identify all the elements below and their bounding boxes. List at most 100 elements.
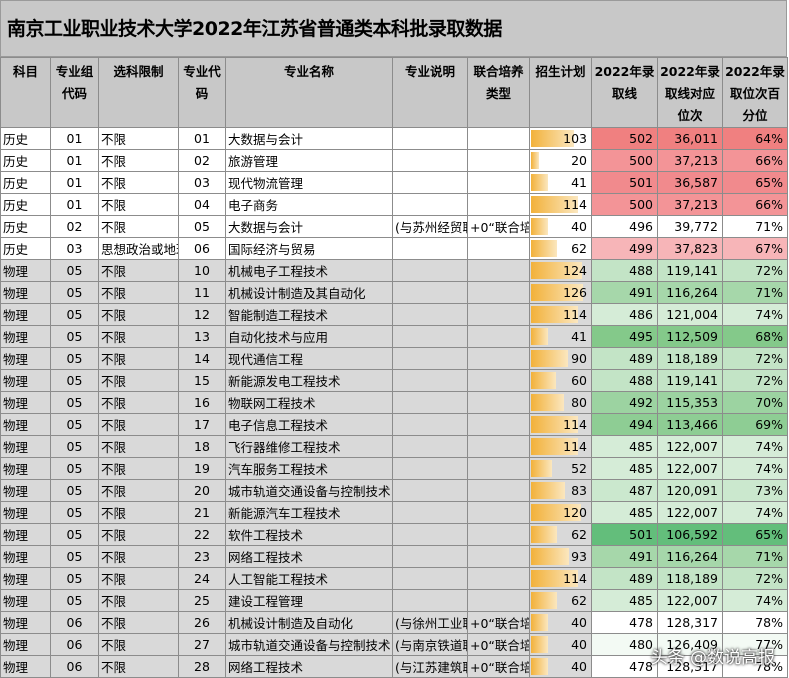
joint-type-cell: +0“联合培养” (467, 611, 530, 634)
table-row[interactable]: 物理 05 不限 10 机械电子工程技术 124 488 119,141 72% (0, 259, 788, 282)
subject-cell: 物理 (0, 545, 51, 568)
table-row[interactable]: 历史 01 不限 03 现代物流管理 41 501 36,587 65% (0, 171, 788, 194)
joint-type-cell (467, 259, 530, 282)
subject-cell: 物理 (0, 523, 51, 546)
major-code-cell: 20 (178, 479, 226, 502)
col-header: 科目 (0, 57, 51, 128)
col-header: 2022年录取位次百分位 (722, 57, 788, 128)
subject-cell: 物理 (0, 391, 51, 414)
major-name-cell: 机械设计制造及自动化 (225, 611, 393, 634)
restriction-cell: 不限 (98, 633, 179, 656)
restriction-cell: 不限 (98, 567, 179, 590)
table-row[interactable]: 历史 01 不限 02 旅游管理 20 500 37,213 66% (0, 149, 788, 172)
group-code-cell: 05 (50, 369, 99, 392)
major-code-cell: 21 (178, 501, 226, 524)
subject-cell: 历史 (0, 237, 51, 260)
joint-type-cell: +0“联合培养” (467, 655, 530, 678)
joint-type-cell (467, 347, 530, 370)
plan-value: 41 (571, 175, 587, 190)
major-note-cell (392, 325, 468, 348)
table-row[interactable]: 物理 05 不限 17 电子信息工程技术 114 494 113,466 69% (0, 413, 788, 436)
plan-value: 40 (571, 659, 587, 674)
table-row[interactable]: 历史 01 不限 04 电子商务 114 500 37,213 66% (0, 193, 788, 216)
table-row[interactable]: 物理 05 不限 25 建设工程管理 62 485 122,007 74% (0, 589, 788, 612)
score-cell: 486 (591, 303, 658, 326)
table-row[interactable]: 物理06不限26机械设计制造及自动化(与徐州工业职业技术学院联合培养)+0“联合… (0, 611, 788, 634)
plan-data-bar (531, 658, 548, 675)
plan-value: 114 (563, 307, 587, 322)
subject-cell: 物理 (0, 435, 51, 458)
subject-cell: 物理 (0, 655, 51, 678)
score-cell: 487 (591, 479, 658, 502)
plan-value: 52 (571, 461, 587, 476)
plan-data-bar (531, 262, 583, 279)
plan-cell: 80 (529, 391, 592, 414)
plan-cell: 124 (529, 259, 592, 282)
major-code-cell: 27 (178, 633, 226, 656)
plan-data-bar (531, 284, 583, 301)
major-code-cell: 05 (178, 215, 226, 238)
col-header: 联合培养类型 (467, 57, 530, 128)
table-row[interactable]: 物理 05 不限 14 现代通信工程 90 489 118,189 72% (0, 347, 788, 370)
joint-type-cell (467, 567, 530, 590)
restriction-cell: 不限 (98, 149, 179, 172)
table-row[interactable]: 物理 05 不限 13 自动化技术与应用 41 495 112,509 68% (0, 325, 788, 348)
table-row[interactable]: 物理06不限27城市轨道交通设备与控制技术(与南京铁道职业技术学院联合培养)+0… (0, 633, 788, 656)
restriction-cell: 不限 (98, 193, 179, 216)
table-row[interactable]: 物理 05 不限 19 汽车服务工程技术 52 485 122,007 74% (0, 457, 788, 480)
plan-cell: 40 (529, 215, 592, 238)
rank-cell: 37,823 (657, 237, 723, 260)
plan-cell: 41 (529, 171, 592, 194)
major-code-cell: 17 (178, 413, 226, 436)
joint-type-cell (467, 369, 530, 392)
plan-cell: 120 (529, 501, 592, 524)
major-note-cell: (与江苏建筑职业技术学院联合培养) (392, 655, 468, 678)
major-note-cell (392, 567, 468, 590)
plan-data-bar (531, 394, 565, 411)
rank-cell: 116,264 (657, 545, 723, 568)
score-cell: 485 (591, 457, 658, 480)
major-code-cell: 19 (178, 457, 226, 480)
major-code-cell: 23 (178, 545, 226, 568)
table-row[interactable]: 物理 05 不限 21 新能源汽车工程技术 120 485 122,007 74% (0, 501, 788, 524)
major-note-cell (392, 523, 468, 546)
joint-type-cell (467, 149, 530, 172)
percentile-cell: 72% (722, 369, 788, 392)
major-name-cell: 现代通信工程 (225, 347, 393, 370)
plan-value: 62 (571, 527, 587, 542)
score-cell: 495 (591, 325, 658, 348)
score-cell: 485 (591, 501, 658, 524)
table-row[interactable]: 物理 05 不限 23 网络工程技术 93 491 116,264 71% (0, 545, 788, 568)
table-row[interactable]: 物理 05 不限 18 飞行器维修工程技术 114 485 122,007 74% (0, 435, 788, 458)
table-row[interactable]: 物理 05 不限 12 智能制造工程技术 114 486 121,004 74% (0, 303, 788, 326)
percentile-cell: 71% (722, 545, 788, 568)
table-row[interactable]: 物理 05 不限 20 城市轨道交通设备与控制技术 83 487 120,091 73% (0, 479, 788, 502)
restriction-cell: 不限 (98, 215, 179, 238)
table-row[interactable]: 物理 05 不限 16 物联网工程技术 80 492 115,353 70% (0, 391, 788, 414)
score-cell: 489 (591, 567, 658, 590)
group-code-cell: 05 (50, 479, 99, 502)
table-row[interactable]: 物理 05 不限 24 人工智能工程技术 114 489 118,189 72% (0, 567, 788, 590)
table-row[interactable]: 物理 05 不限 11 机械设计制造及其自动化 126 491 116,264 71% (0, 281, 788, 304)
score-cell: 500 (591, 149, 658, 172)
percentile-cell: 72% (722, 567, 788, 590)
plan-data-bar (531, 636, 548, 653)
plan-value: 103 (563, 131, 587, 146)
joint-type-cell (467, 391, 530, 414)
percentile-cell: 70% (722, 391, 788, 414)
major-name-cell: 城市轨道交通设备与控制技术 (225, 633, 393, 656)
table-row[interactable]: 物理 05 不限 22 软件工程技术 62 501 106,592 65% (0, 523, 788, 546)
rank-cell: 122,007 (657, 501, 723, 524)
score-cell: 501 (591, 523, 658, 546)
table-row[interactable]: 物理 05 不限 15 新能源发电工程技术 60 488 119,141 72% (0, 369, 788, 392)
percentile-cell: 74% (722, 303, 788, 326)
major-code-cell: 26 (178, 611, 226, 634)
restriction-cell: 不限 (98, 303, 179, 326)
table-row[interactable]: 历史 01 不限 01 大数据与会计 103 502 36,011 64% (0, 127, 788, 150)
restriction-cell: 不限 (98, 391, 179, 414)
subject-cell: 物理 (0, 259, 51, 282)
plan-value: 80 (571, 395, 587, 410)
